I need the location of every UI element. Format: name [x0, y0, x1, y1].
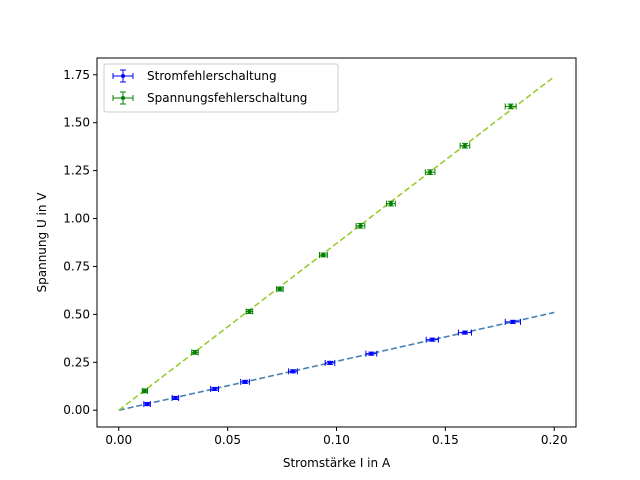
- data-point: [324, 359, 336, 366]
- data-point: [276, 286, 284, 293]
- marker: [142, 388, 147, 393]
- x-tick-label: 0.15: [432, 433, 459, 447]
- x-tick-label: 0.10: [323, 433, 350, 447]
- y-tick-label: 1.25: [63, 164, 90, 178]
- data-point: [459, 142, 471, 149]
- marker: [510, 319, 515, 324]
- marker: [277, 287, 282, 292]
- x-axis-ticks: 0.00 0.05 0.10 0.15 0.20: [105, 427, 568, 447]
- legend-entry: Spannungsfehlerschaltung: [112, 91, 307, 105]
- legend-marker: [121, 96, 125, 100]
- marker: [388, 201, 393, 206]
- data-point: [504, 318, 521, 325]
- data-points: [141, 103, 521, 408]
- data-point: [425, 336, 439, 343]
- data-point: [141, 387, 149, 394]
- data-point: [386, 200, 396, 207]
- marker: [462, 330, 467, 335]
- marker: [327, 360, 332, 365]
- data-point: [504, 103, 517, 110]
- legend-box: [103, 63, 339, 113]
- marker: [430, 337, 435, 342]
- y-tick-label: 1.75: [63, 68, 90, 82]
- data-point: [210, 385, 219, 392]
- marker: [192, 350, 197, 355]
- legend-marker: [121, 74, 125, 78]
- fit-line: [118, 311, 555, 412]
- data-point: [319, 251, 328, 258]
- y-tick-label: 0.00: [63, 403, 90, 417]
- data-point: [457, 329, 472, 336]
- legend-entry: Stromfehlerschaltung: [112, 69, 277, 83]
- marker: [212, 386, 217, 391]
- y-tick-label: 1.00: [63, 212, 90, 226]
- marker: [290, 369, 295, 374]
- y-axis-ticks: 0.00 0.25 0.50 0.75 1.00 1.25 1.50 1.75: [63, 68, 97, 417]
- data-point: [288, 368, 298, 375]
- y-tick-label: 0.75: [63, 259, 90, 273]
- marker: [508, 104, 513, 109]
- x-tick-label: 0.05: [214, 433, 241, 447]
- marker: [243, 379, 248, 384]
- marker: [173, 395, 178, 400]
- x-tick-label: 0.00: [105, 433, 132, 447]
- legend: Stromfehlerschaltung Spannungsfehlerschal…: [103, 63, 339, 113]
- data-point: [424, 169, 436, 176]
- x-tick-label: 0.20: [541, 433, 568, 447]
- data-point: [245, 308, 254, 315]
- marker: [358, 223, 363, 228]
- data-point: [171, 394, 180, 401]
- data-point: [240, 378, 250, 385]
- marker: [428, 170, 433, 175]
- data-point: [355, 222, 366, 229]
- y-axis-label: Spannung U in V: [35, 192, 49, 293]
- legend-label: Stromfehlerschaltung: [147, 69, 277, 83]
- marker: [462, 143, 467, 148]
- data-point: [365, 350, 378, 357]
- marker: [145, 402, 150, 407]
- y-tick-label: 1.50: [63, 116, 90, 130]
- marker: [247, 309, 252, 314]
- marker: [369, 351, 374, 356]
- marker: [321, 252, 326, 257]
- x-axis-label: Stromstärke I in A: [283, 456, 391, 470]
- y-tick-label: 0.50: [63, 307, 90, 321]
- data-point: [191, 349, 199, 356]
- legend-label: Spannungsfehlerschaltung: [147, 91, 307, 105]
- y-tick-label: 0.25: [63, 355, 90, 369]
- data-point: [143, 401, 151, 408]
